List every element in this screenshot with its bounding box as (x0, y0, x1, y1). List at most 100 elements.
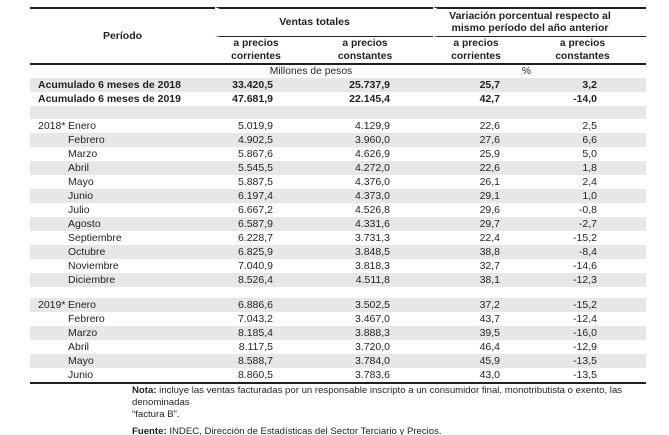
nota-label: Nota: (132, 385, 157, 396)
value-cell: 8.185,4 (237, 326, 273, 339)
value-cell: -2,7 (578, 217, 597, 230)
variacion-label-line1: Variación porcentual respecto al (449, 10, 611, 22)
variacion-label-line2: mismo período del año anterior (451, 21, 609, 34)
value-cell: -13,5 (573, 368, 597, 381)
value-cell: -12,4 (573, 312, 597, 325)
unit-percent: % (521, 66, 532, 77)
value-cell: 7.043,2 (237, 312, 273, 325)
month-label: Julio (68, 203, 90, 216)
value-cell: 4.511,8 (355, 273, 390, 286)
value-cell: 3.888,3 (354, 326, 390, 339)
value-cell: 32,7 (479, 259, 500, 272)
month-label: Junio (68, 189, 94, 202)
units-row: Millones de pesos% (30, 65, 646, 78)
value-cell: 4.376,0 (354, 175, 390, 188)
subcol-ventas-constantes: a precios constantes (323, 37, 433, 65)
col-group-variacion: Variación porcentual respecto al mismo p… (433, 7, 646, 37)
summary-row: Acumulado 6 meses de 2019 47.681,9 22.145,… (30, 92, 646, 106)
value-cell: 2,4 (582, 175, 597, 188)
table-row: Junio 6.197,4 4.373,0 29,1 1,0 (30, 189, 646, 203)
period-cell: Abril (30, 161, 215, 175)
value-cell: 39,5 (479, 326, 500, 339)
table-row: Diciembre 8.526,4 4.511,8 38,1 -12,3 (30, 273, 646, 287)
value-cell: 29,1 (479, 189, 500, 202)
value-cell: 6.886,6 (237, 298, 273, 311)
spacer-cell (30, 106, 646, 119)
period-cell: Julio (30, 203, 215, 217)
table-row: Marzo 8.185,4 3.888,3 39,5 -16,0 (30, 326, 646, 340)
value-cell: 8.860,5 (237, 368, 273, 381)
month-label: Febrero (68, 133, 105, 146)
value-cell: 3.720,0 (354, 340, 390, 353)
month-label: Enero (68, 119, 97, 132)
table-row: Junio 8.860,5 3.783,6 43,0 -13,5 (30, 368, 646, 382)
value-cell: 25,9 (479, 147, 500, 160)
sales-table: Período Ventas totales Variación porcent… (30, 7, 646, 384)
value-cell: 1,8 (582, 161, 597, 174)
period-cell: Marzo (30, 147, 215, 161)
sales-table-wrap: Período Ventas totales Variación porcent… (30, 7, 646, 384)
table-row: Abril 5.545,5 4.272,0 22,6 1,8 (30, 161, 646, 175)
period-cell: Mayo (30, 175, 215, 189)
month-label: Agosto (68, 217, 101, 230)
value-cell: 38,1 (479, 273, 500, 286)
value-cell: 38,8 (479, 245, 500, 258)
table-body: Millones de pesos% Acumulado 6 meses de 2… (30, 65, 646, 382)
month-label: Mayo (68, 354, 94, 367)
period-cell: Abril (30, 340, 215, 354)
subcol-variacion-constantes: a precios constantes (545, 37, 646, 65)
period-cell: 2018* Enero (30, 119, 215, 133)
month-label: Junio (68, 368, 94, 381)
period-cell: Acumulado 6 meses de 2019 (38, 92, 181, 105)
value-cell: 5.019,9 (237, 119, 273, 132)
value-cell: 29,7 (479, 217, 500, 230)
value-cell: 33.420,5 (232, 78, 273, 91)
period-cell: Diciembre (30, 273, 215, 287)
value-cell: 3.502,5 (354, 298, 390, 311)
value-cell: 3.848,5 (354, 245, 390, 258)
value-cell: 7.040,9 (237, 259, 273, 272)
nota-text: Nota: incluye las ventas facturadas por … (132, 385, 623, 408)
value-cell: -16,0 (573, 326, 597, 339)
value-cell: 4.331,6 (354, 217, 390, 230)
spacer-cell (30, 287, 646, 298)
period-cell: Octubre (30, 245, 215, 259)
table-row: Noviembre 7.040,9 3.818,3 32,7 -14,6 (30, 259, 646, 273)
value-cell: 3.784,0 (354, 354, 390, 367)
value-cell: 5.887,5 (237, 175, 273, 188)
value-cell: 6.228,7 (237, 231, 273, 244)
table-row: Julio 6.667,2 4.526,8 29,6 -0,8 (30, 203, 646, 217)
value-cell: 43,7 (479, 312, 500, 325)
value-cell: -8,4 (578, 245, 597, 258)
value-cell: 4.626,9 (354, 147, 390, 160)
month-label: Diciembre (68, 273, 116, 286)
value-cell: 8.117,5 (238, 340, 273, 353)
month-label: Abril (68, 161, 90, 174)
fuente-text: Fuente: INDEC, Dirección de Estadísticas… (132, 426, 442, 435)
value-cell: 6.197,4 (237, 189, 273, 202)
spacer-row (30, 287, 646, 298)
header-sub-row: a precios corrientes a precios constante… (30, 37, 646, 65)
col-header-periodo: Período (30, 7, 215, 65)
table-row: Mayo 5.887,5 4.376,0 26,1 2,4 (30, 175, 646, 189)
value-cell: 5.545,5 (237, 161, 273, 174)
table-row: Febrero 4.902,5 3.960,0 27,6 6,6 (30, 133, 646, 147)
col-group-ventas-totales: Ventas totales (215, 7, 433, 37)
table-row: Septiembre 6.228,7 3.731,3 22,4 -15,2 (30, 231, 646, 245)
summary-row: Acumulado 6 meses de 2018 33.420,5 25.737,… (30, 78, 646, 92)
value-cell: 8.588,7 (237, 354, 273, 367)
year-label: 2019* (38, 298, 66, 311)
period-cell: Febrero (30, 312, 215, 326)
table-row: Mayo 8.588,7 3.784,0 45,9 -13,5 (30, 354, 646, 368)
value-cell: 4.526,8 (354, 203, 390, 216)
value-cell: 3.783,6 (354, 368, 390, 381)
value-cell: 22,4 (479, 231, 500, 244)
value-cell: 4.272,0 (354, 161, 390, 174)
value-cell: 6.667,2 (237, 203, 273, 216)
table-row: Febrero 7.043,2 3.467,0 43,7 -12,4 (30, 312, 646, 326)
month-label: Febrero (68, 312, 105, 325)
subcol-ventas-corrientes: a precios corrientes (215, 37, 323, 65)
period-cell: Noviembre (30, 259, 215, 273)
value-cell: 22,6 (479, 119, 500, 132)
